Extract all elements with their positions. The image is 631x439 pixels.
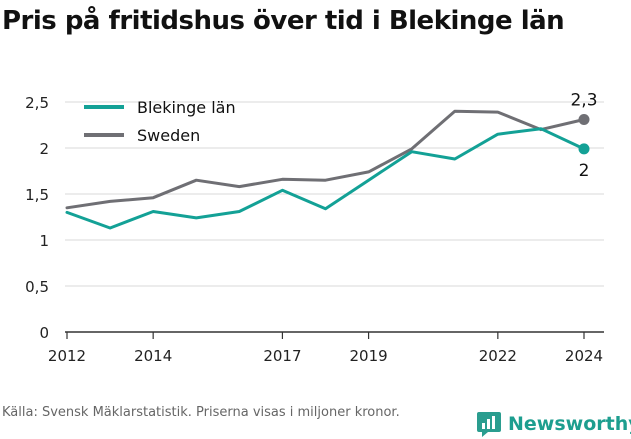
y-tick-label: 2,5 [25,94,49,112]
x-tick-label: 2019 [349,347,387,365]
brand-name: Newsworthy [508,413,631,435]
chart-title: Pris på fritidshus över tid i Blekinge l… [2,6,565,36]
x-tick-label: 2014 [134,347,172,365]
end-point-sweden [578,113,590,125]
y-tick-label: 1,5 [25,186,49,204]
series-line-blekinge [65,127,586,230]
axes: 0 0,5 1 1,5 2 2,5 2012 2014 2017 2019 2022 2024 [25,94,604,365]
x-tick-label: 2017 [263,347,301,365]
x-tick-label: 2024 [565,347,603,365]
end-value-label: 2 [579,161,590,181]
y-tick-label: 2 [39,140,49,158]
series: 2,32 [65,90,598,230]
gridlines [65,101,604,287]
y-tick-label: 0 [39,324,49,342]
y-tick-label: 0,5 [25,278,49,296]
x-tick-label: 2012 [48,347,86,365]
end-point-blekinge [578,143,590,155]
line-chart: 0 0,5 1 1,5 2 2,5 2012 2014 2017 2019 2022 2024 2,3… [25,90,604,365]
newsworthy-logo-icon [477,412,501,437]
end-value-label: 2,3 [570,90,597,110]
y-tick-label: 1 [39,232,49,250]
brand-logo: Newsworthy [476,409,631,439]
series-line-sweden [65,109,586,210]
x-tick-label: 2022 [479,347,517,365]
source-note: Källa: Svensk Mäklarstatistik. Priserna … [2,405,400,420]
legend-label: Sweden [137,126,200,145]
legend-label: Blekinge län [137,98,236,117]
legend: Blekinge län Sweden [84,98,236,145]
